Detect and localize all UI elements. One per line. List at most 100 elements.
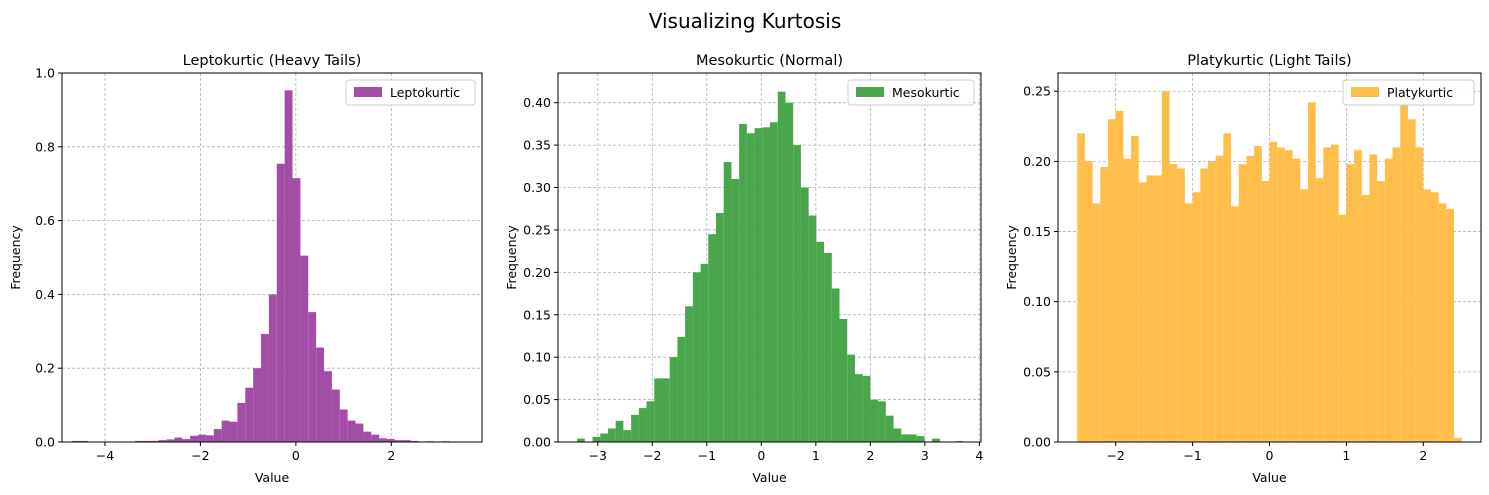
histogram-bar	[631, 414, 639, 442]
histogram-bar	[870, 399, 879, 442]
histogram-bar	[1107, 119, 1116, 442]
histogram-bars	[577, 91, 964, 443]
histogram-bar	[276, 163, 285, 443]
histogram-bar	[1100, 167, 1108, 443]
histogram-bars	[1077, 91, 1462, 443]
legend-label: Leptokurtic	[390, 85, 460, 100]
x-tick-label: 0	[292, 448, 300, 463]
histogram-bar	[1384, 158, 1393, 442]
y-axis-label: Frequency	[8, 225, 23, 290]
histogram-bar	[1300, 189, 1308, 442]
y-tick-label: 0.2	[35, 361, 55, 376]
histogram-bar	[669, 357, 678, 442]
histogram-bar	[316, 347, 325, 442]
histogram-bar	[1438, 203, 1447, 442]
histogram-bar	[1184, 203, 1193, 442]
histogram-bar	[1092, 203, 1101, 442]
histogram-bar	[1400, 105, 1408, 442]
axes-frame	[61, 72, 483, 443]
histogram-bar	[770, 122, 778, 442]
histogram-bar	[1338, 214, 1347, 442]
histogram-bar	[1454, 437, 1462, 442]
chart-title: Mesokurtic (Normal)	[696, 53, 843, 69]
histogram-bar	[785, 102, 794, 443]
x-tick-label: −2	[643, 448, 661, 463]
histogram-bar	[577, 438, 585, 442]
x-tick-label: 3	[921, 448, 929, 463]
histogram-bar	[1407, 119, 1416, 442]
histogram-bar	[716, 212, 724, 442]
axes-frame	[557, 72, 982, 443]
y-tick-label: 0.15	[523, 307, 551, 322]
histogram-bar	[723, 162, 732, 442]
y-tick-label: 0.05	[523, 392, 551, 407]
histogram-bar	[355, 423, 364, 442]
histogram-bar	[592, 436, 601, 442]
histogram-bar	[1192, 192, 1201, 442]
y-tick-label: 0.40	[523, 95, 551, 110]
histogram-bar	[1123, 158, 1132, 442]
y-tick-label: 0.10	[523, 350, 551, 365]
legend-box	[1342, 79, 1475, 106]
histogram-bar	[292, 178, 301, 443]
histogram-bar	[1361, 195, 1370, 442]
histogram-bar	[198, 434, 206, 442]
histogram-bar	[1423, 189, 1432, 442]
histogram-bar	[245, 387, 254, 442]
y-tick-label: 0.10	[1023, 294, 1051, 309]
legend-label: Mesokurtic	[892, 85, 960, 100]
x-tick-label: 0	[1266, 448, 1274, 463]
histogram-bar	[174, 437, 183, 442]
histogram-bar	[72, 440, 80, 442]
y-axis-label: Frequency	[504, 225, 519, 290]
histogram-bar	[402, 440, 411, 442]
histogram-bar	[1177, 168, 1185, 442]
histogram-bar	[862, 375, 871, 442]
y-tick-label: 1.0	[35, 66, 55, 81]
histogram-bar	[1354, 150, 1362, 442]
x-tick-label: 1	[812, 448, 820, 463]
histogram-bar	[762, 127, 771, 442]
histogram-bar	[1254, 145, 1262, 442]
histogram-bar	[1323, 147, 1332, 443]
histogram-bar	[654, 378, 662, 442]
histogram-bar	[808, 215, 817, 442]
histogram-bar	[677, 336, 686, 442]
histogram-bar	[646, 401, 655, 442]
histogram-bar	[1138, 182, 1147, 442]
x-tick-label: 4	[975, 448, 983, 463]
legend-box	[847, 79, 975, 106]
histogram-bar	[1446, 209, 1455, 442]
histogram-bar	[1115, 110, 1124, 442]
histogram-bar	[746, 133, 755, 442]
histogram-bar	[1131, 136, 1139, 442]
y-tick-label: 0.25	[523, 222, 551, 237]
histogram-bar	[135, 440, 143, 442]
histogram-bar	[284, 90, 293, 442]
histogram-bar	[816, 241, 825, 442]
histogram-bar	[901, 434, 909, 442]
histogram-bar	[700, 263, 709, 442]
histogram-bar	[615, 420, 624, 442]
histogram-bar	[1215, 155, 1224, 442]
histogram-bar	[1161, 91, 1170, 443]
histogram-bar	[600, 433, 608, 442]
histogram-bar	[1169, 164, 1178, 442]
histogram-bar	[213, 429, 222, 442]
legend-swatch	[1351, 87, 1379, 97]
chart-title: Leptokurtic (Heavy Tails)	[183, 53, 362, 69]
histogram-bar	[324, 371, 332, 442]
legend: Mesokurtic	[847, 79, 975, 106]
histogram-bar	[371, 434, 380, 442]
histogram-bar	[1315, 178, 1324, 442]
histogram-bar	[1207, 161, 1216, 442]
histogram-bar	[1331, 144, 1339, 443]
histogram-bar	[1246, 155, 1255, 442]
histogram-bar	[300, 255, 309, 442]
histogram-bar	[1284, 150, 1293, 442]
legend-label: Platykurtic	[1387, 85, 1453, 100]
chart-panel-3: −2 −1 0 1 2 0.00 0.05 0.10 0.15 0.20 0.25 Platykurt…	[1004, 53, 1482, 485]
x-tick-label: 0	[757, 448, 765, 463]
x-tick-label: 1	[1342, 448, 1350, 463]
histogram-bar	[1261, 181, 1270, 442]
